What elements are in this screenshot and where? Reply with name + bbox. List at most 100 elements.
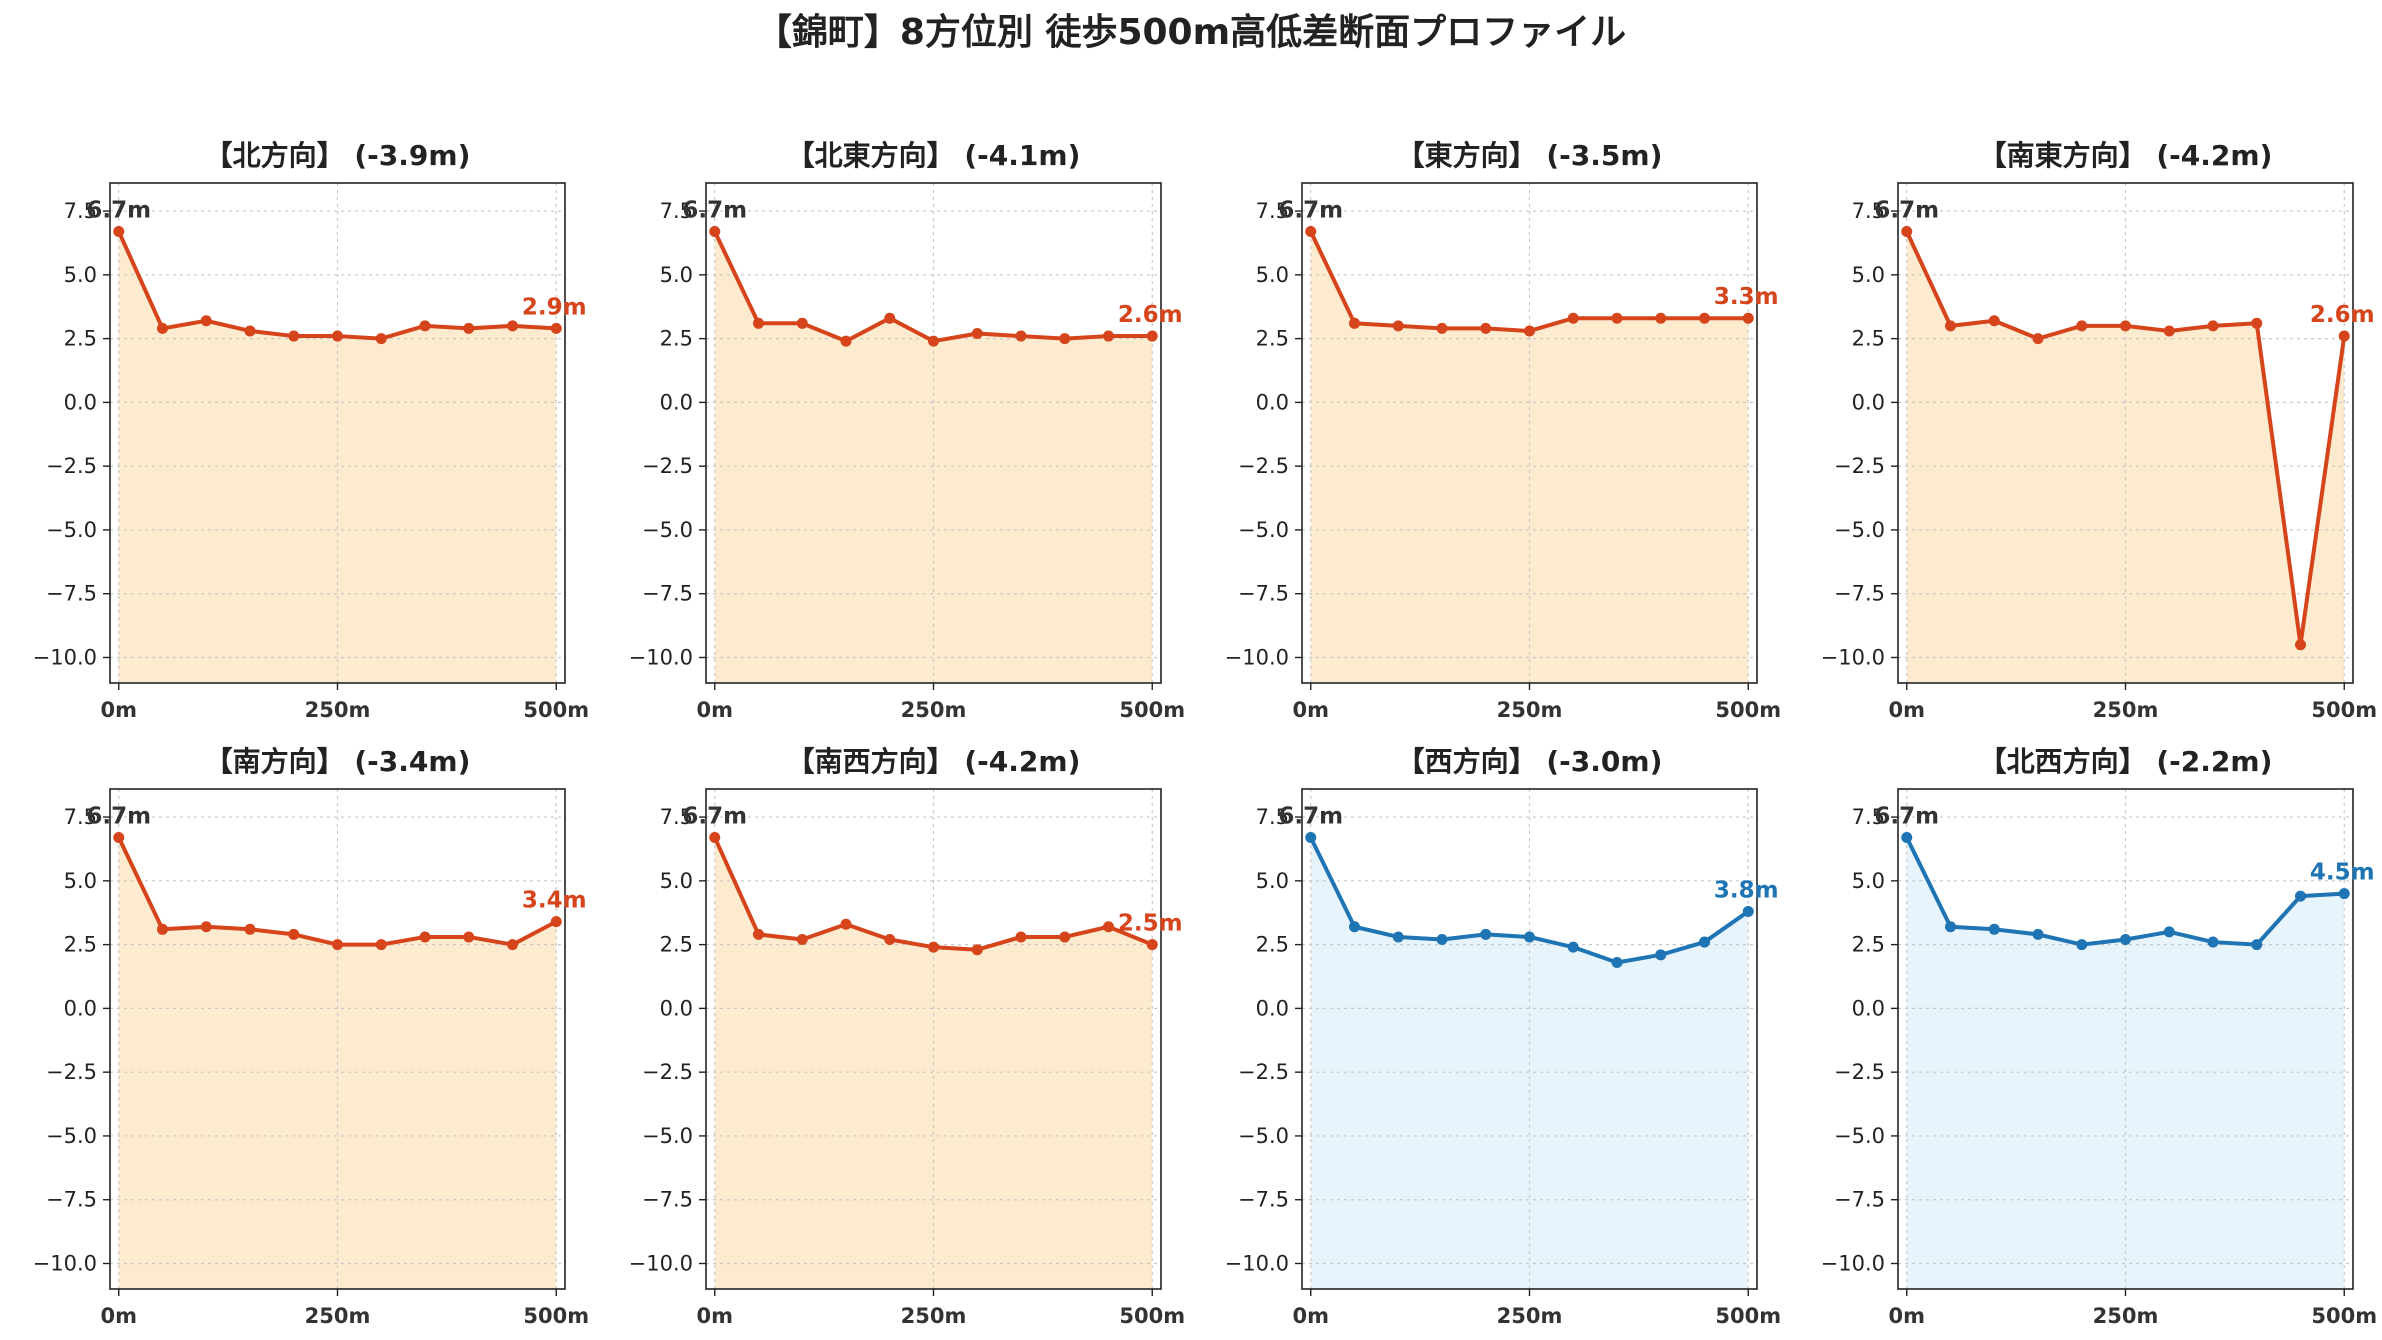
x-tick-label: 0m (1293, 1304, 1330, 1328)
y-tick-label: −5.0 (46, 1124, 97, 1148)
data-point (1655, 949, 1667, 961)
end-elevation-label: 2.6m (2310, 302, 2375, 328)
subplot-title: 【南西方向】 (-4.2m) (787, 745, 1081, 778)
data-point (1349, 317, 1360, 329)
y-tick-label: 7.5 (64, 805, 97, 829)
x-tick-label: 500m (523, 1304, 589, 1328)
data-point (1901, 831, 1913, 843)
x-tick-label: 500m (523, 698, 589, 722)
x-tick-label: 500m (1119, 1304, 1185, 1328)
y-tick-label: 0.0 (1852, 996, 1885, 1020)
y-tick-label: 0.0 (64, 390, 97, 414)
data-point (419, 931, 431, 943)
y-tick-label: −2.5 (1834, 1060, 1885, 1084)
data-point (884, 934, 896, 946)
data-point (332, 939, 343, 951)
data-point (419, 320, 431, 332)
data-point (709, 831, 721, 843)
y-tick-label: −10.0 (33, 645, 97, 669)
axes-frame (1897, 788, 2354, 1290)
data-point (550, 322, 562, 334)
data-point (2163, 926, 2175, 938)
y-tick-label: −7.5 (642, 582, 693, 606)
data-point (2032, 333, 2044, 345)
data-point (2251, 317, 2263, 329)
x-tick-label: 500m (2311, 1304, 2377, 1328)
y-tick-label: −10.0 (33, 1251, 97, 1275)
x-tick-label: 250m (2093, 1304, 2159, 1328)
x-tick-label: 250m (1497, 1304, 1563, 1328)
y-tick-label: 7.5 (1852, 199, 1885, 223)
data-point (2120, 934, 2131, 946)
data-point (1015, 330, 1027, 342)
data-point (1699, 312, 1710, 324)
data-point (332, 330, 343, 342)
y-tick-label: 0.0 (660, 996, 693, 1020)
end-elevation-label: 3.4m (522, 888, 587, 914)
axes-frame (1897, 182, 2354, 684)
data-point (709, 225, 721, 237)
data-point (928, 941, 939, 953)
data-point (1392, 320, 1404, 332)
y-tick-label: −2.5 (1238, 1060, 1289, 1084)
data-point (157, 322, 168, 334)
data-point (2163, 325, 2175, 337)
subplot-5: 【南方向】 (-3.4m) 7.5 5.0 2.5 0.0 −2.5 −5.0 −7.5 −10… (33, 745, 589, 1328)
x-tick-label: 0m (101, 698, 138, 722)
subplot-3: 【東方向】 (-3.5m) 7.5 5.0 2.5 0.0 −2.5 −5.0 −7.5 −10… (1225, 139, 1781, 722)
data-point (1988, 315, 2000, 327)
subplot-title: 【北西方向】 (-2.2m) (1979, 745, 2273, 778)
y-tick-label: −7.5 (1238, 1188, 1289, 1212)
end-elevation-label: 2.9m (522, 294, 587, 320)
data-point (1392, 931, 1404, 943)
data-point (463, 322, 475, 334)
data-point (1436, 934, 1448, 946)
data-point (1349, 921, 1360, 933)
subplot-title: 【南東方向】 (-4.2m) (1979, 139, 2273, 172)
subplot-4: 【南東方向】 (-4.2m) 7.5 5.0 2.5 0.0 −2.5 −5.0 −7.5 −1… (1821, 139, 2377, 722)
data-point (2207, 936, 2219, 948)
end-elevation-label: 3.3m (1714, 284, 1779, 310)
y-tick-label: 5.0 (1852, 869, 1885, 893)
y-tick-label: 5.0 (660, 263, 693, 287)
data-point (1611, 312, 1623, 324)
axes-frame (109, 788, 566, 1290)
data-point (1436, 322, 1448, 334)
y-tick-label: 0.0 (64, 996, 97, 1020)
data-point (1611, 956, 1623, 968)
y-tick-label: −7.5 (1834, 1188, 1885, 1212)
y-tick-label: 5.0 (1256, 869, 1289, 893)
y-tick-label: −5.0 (1238, 1124, 1289, 1148)
data-point (288, 330, 300, 342)
y-tick-label: −2.5 (642, 1060, 693, 1084)
axes-frame (705, 182, 1162, 684)
x-tick-label: 250m (305, 698, 371, 722)
y-tick-label: −5.0 (1834, 1124, 1885, 1148)
data-point (884, 312, 896, 324)
data-point (507, 320, 518, 332)
axes-frame (1301, 788, 1758, 1290)
data-point (1305, 225, 1317, 237)
y-tick-label: −10.0 (629, 1251, 693, 1275)
data-point (1655, 312, 1667, 324)
y-tick-label: −2.5 (1238, 454, 1289, 478)
y-tick-label: 5.0 (660, 869, 693, 893)
start-elevation-label: 6.7m (86, 197, 151, 223)
x-tick-label: 0m (101, 1304, 138, 1328)
data-point (113, 225, 125, 237)
x-tick-label: 0m (1293, 698, 1330, 722)
start-elevation-label: 6.7m (1278, 197, 1343, 223)
data-point (796, 317, 808, 329)
y-tick-label: −5.0 (642, 518, 693, 542)
start-elevation-label: 6.7m (1278, 803, 1343, 829)
y-tick-label: −10.0 (629, 645, 693, 669)
start-elevation-label: 6.7m (682, 197, 747, 223)
subplot-1: 【北方向】 (-3.9m) 7.5 5.0 2.5 0.0 −2.5 −5.0 −7.5 −10… (33, 139, 589, 722)
data-point (157, 923, 168, 935)
end-elevation-label: 2.5m (1118, 911, 1183, 937)
data-point (375, 333, 387, 345)
subplot-title: 【北東方向】 (-4.1m) (787, 139, 1081, 172)
y-tick-label: 2.5 (1256, 933, 1289, 957)
